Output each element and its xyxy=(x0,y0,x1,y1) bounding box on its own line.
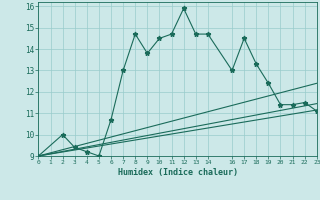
X-axis label: Humidex (Indice chaleur): Humidex (Indice chaleur) xyxy=(118,168,238,177)
